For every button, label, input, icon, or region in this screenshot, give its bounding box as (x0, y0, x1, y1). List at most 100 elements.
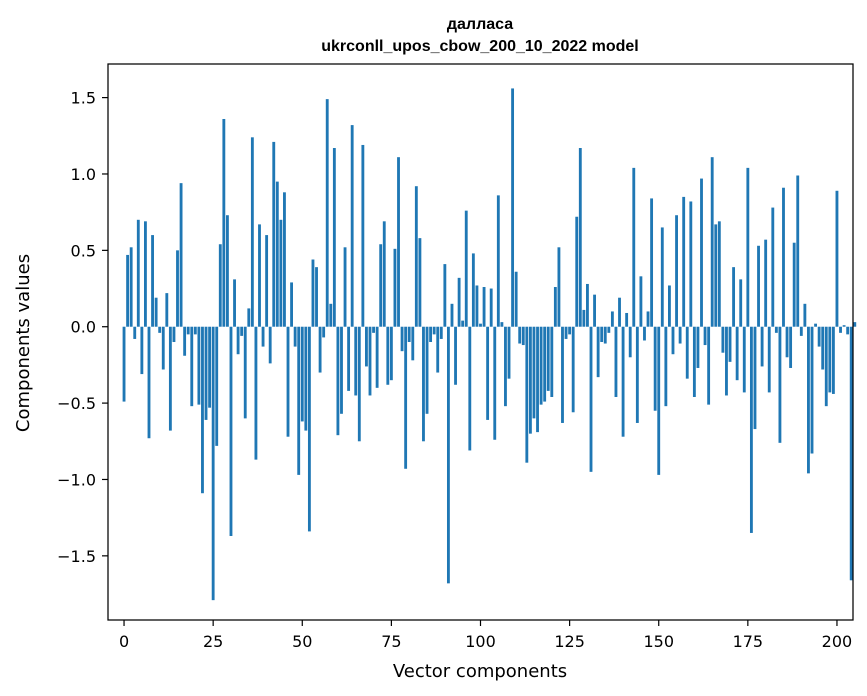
y-axis: −1.5 −1.0 −0.5 0.0 0.5 1.0 1.5 (57, 89, 108, 566)
bar (821, 326, 825, 370)
bar (846, 326, 850, 335)
bar (411, 326, 415, 361)
bar (486, 326, 490, 420)
bar (814, 323, 817, 327)
bar (546, 326, 550, 391)
bar (136, 219, 140, 327)
bar (710, 157, 714, 327)
x-tick-label: 125 (554, 632, 585, 651)
bar (589, 326, 593, 472)
y-tick-label: 1.0 (71, 165, 96, 184)
bar (803, 303, 807, 327)
bar (753, 326, 757, 430)
bar (318, 326, 322, 373)
bar (290, 282, 293, 327)
bar (660, 227, 664, 327)
x-tick-label: 150 (643, 632, 674, 651)
bar (557, 247, 561, 327)
bar (165, 293, 169, 327)
bar (261, 326, 265, 347)
bar (578, 148, 582, 327)
bar (728, 326, 732, 362)
bar (732, 267, 736, 327)
bar (404, 326, 408, 469)
bar (397, 157, 400, 327)
bar (575, 216, 579, 327)
x-tick-label: 200 (822, 632, 853, 651)
bar (365, 326, 368, 367)
bar (193, 326, 197, 335)
bar (785, 326, 789, 358)
bar (664, 326, 668, 407)
bar (297, 326, 301, 475)
bar (817, 326, 821, 347)
bar (151, 235, 154, 327)
bar (568, 326, 572, 335)
bar (176, 250, 179, 327)
bar (225, 215, 229, 327)
bar (771, 207, 775, 327)
bar (853, 322, 857, 327)
bar (129, 247, 133, 327)
x-axis-label: Vector components (393, 661, 567, 682)
bar (336, 326, 340, 436)
bar (168, 326, 172, 431)
bar (222, 118, 226, 327)
bar (511, 88, 515, 327)
bar (746, 167, 750, 327)
bar (596, 326, 600, 378)
bar (454, 326, 457, 385)
y-tick-label: 0.5 (71, 241, 96, 260)
bar (849, 326, 853, 581)
bar (500, 322, 504, 327)
bar (618, 297, 621, 327)
bar (839, 326, 842, 333)
bar (807, 326, 810, 474)
bar (504, 326, 507, 407)
bar (372, 326, 375, 333)
bar (208, 326, 212, 408)
bar (315, 267, 318, 327)
bar (350, 125, 354, 327)
bar (717, 221, 721, 327)
bar (842, 325, 846, 327)
bar (643, 326, 646, 341)
bar (607, 326, 611, 333)
bar (183, 326, 187, 356)
bar (197, 326, 201, 405)
bar (707, 326, 711, 405)
bar (322, 326, 326, 338)
bar (703, 326, 707, 346)
y-tick-label: −1.5 (57, 547, 96, 566)
bar (361, 144, 365, 327)
bar (357, 326, 361, 442)
bar (161, 326, 165, 370)
bar (489, 288, 493, 327)
bar (582, 309, 586, 327)
bar (311, 259, 315, 327)
bar (243, 326, 247, 419)
bar (446, 326, 450, 584)
bar (725, 326, 728, 396)
bar (742, 326, 746, 393)
bar (332, 148, 336, 327)
bar (450, 303, 454, 327)
bar (610, 311, 614, 327)
bar (764, 239, 768, 327)
bar (368, 326, 372, 396)
bar (329, 303, 333, 327)
bar (425, 326, 429, 414)
bar (279, 219, 283, 327)
bar (678, 326, 682, 344)
bar (172, 326, 176, 342)
bar (250, 137, 254, 327)
bar (307, 326, 311, 532)
bar (471, 253, 475, 327)
y-tick-label: −0.5 (57, 394, 96, 413)
bar (778, 326, 782, 443)
bar (468, 326, 472, 451)
bar (343, 247, 347, 327)
bar (275, 181, 279, 327)
bar (340, 326, 343, 414)
bar (407, 326, 411, 342)
